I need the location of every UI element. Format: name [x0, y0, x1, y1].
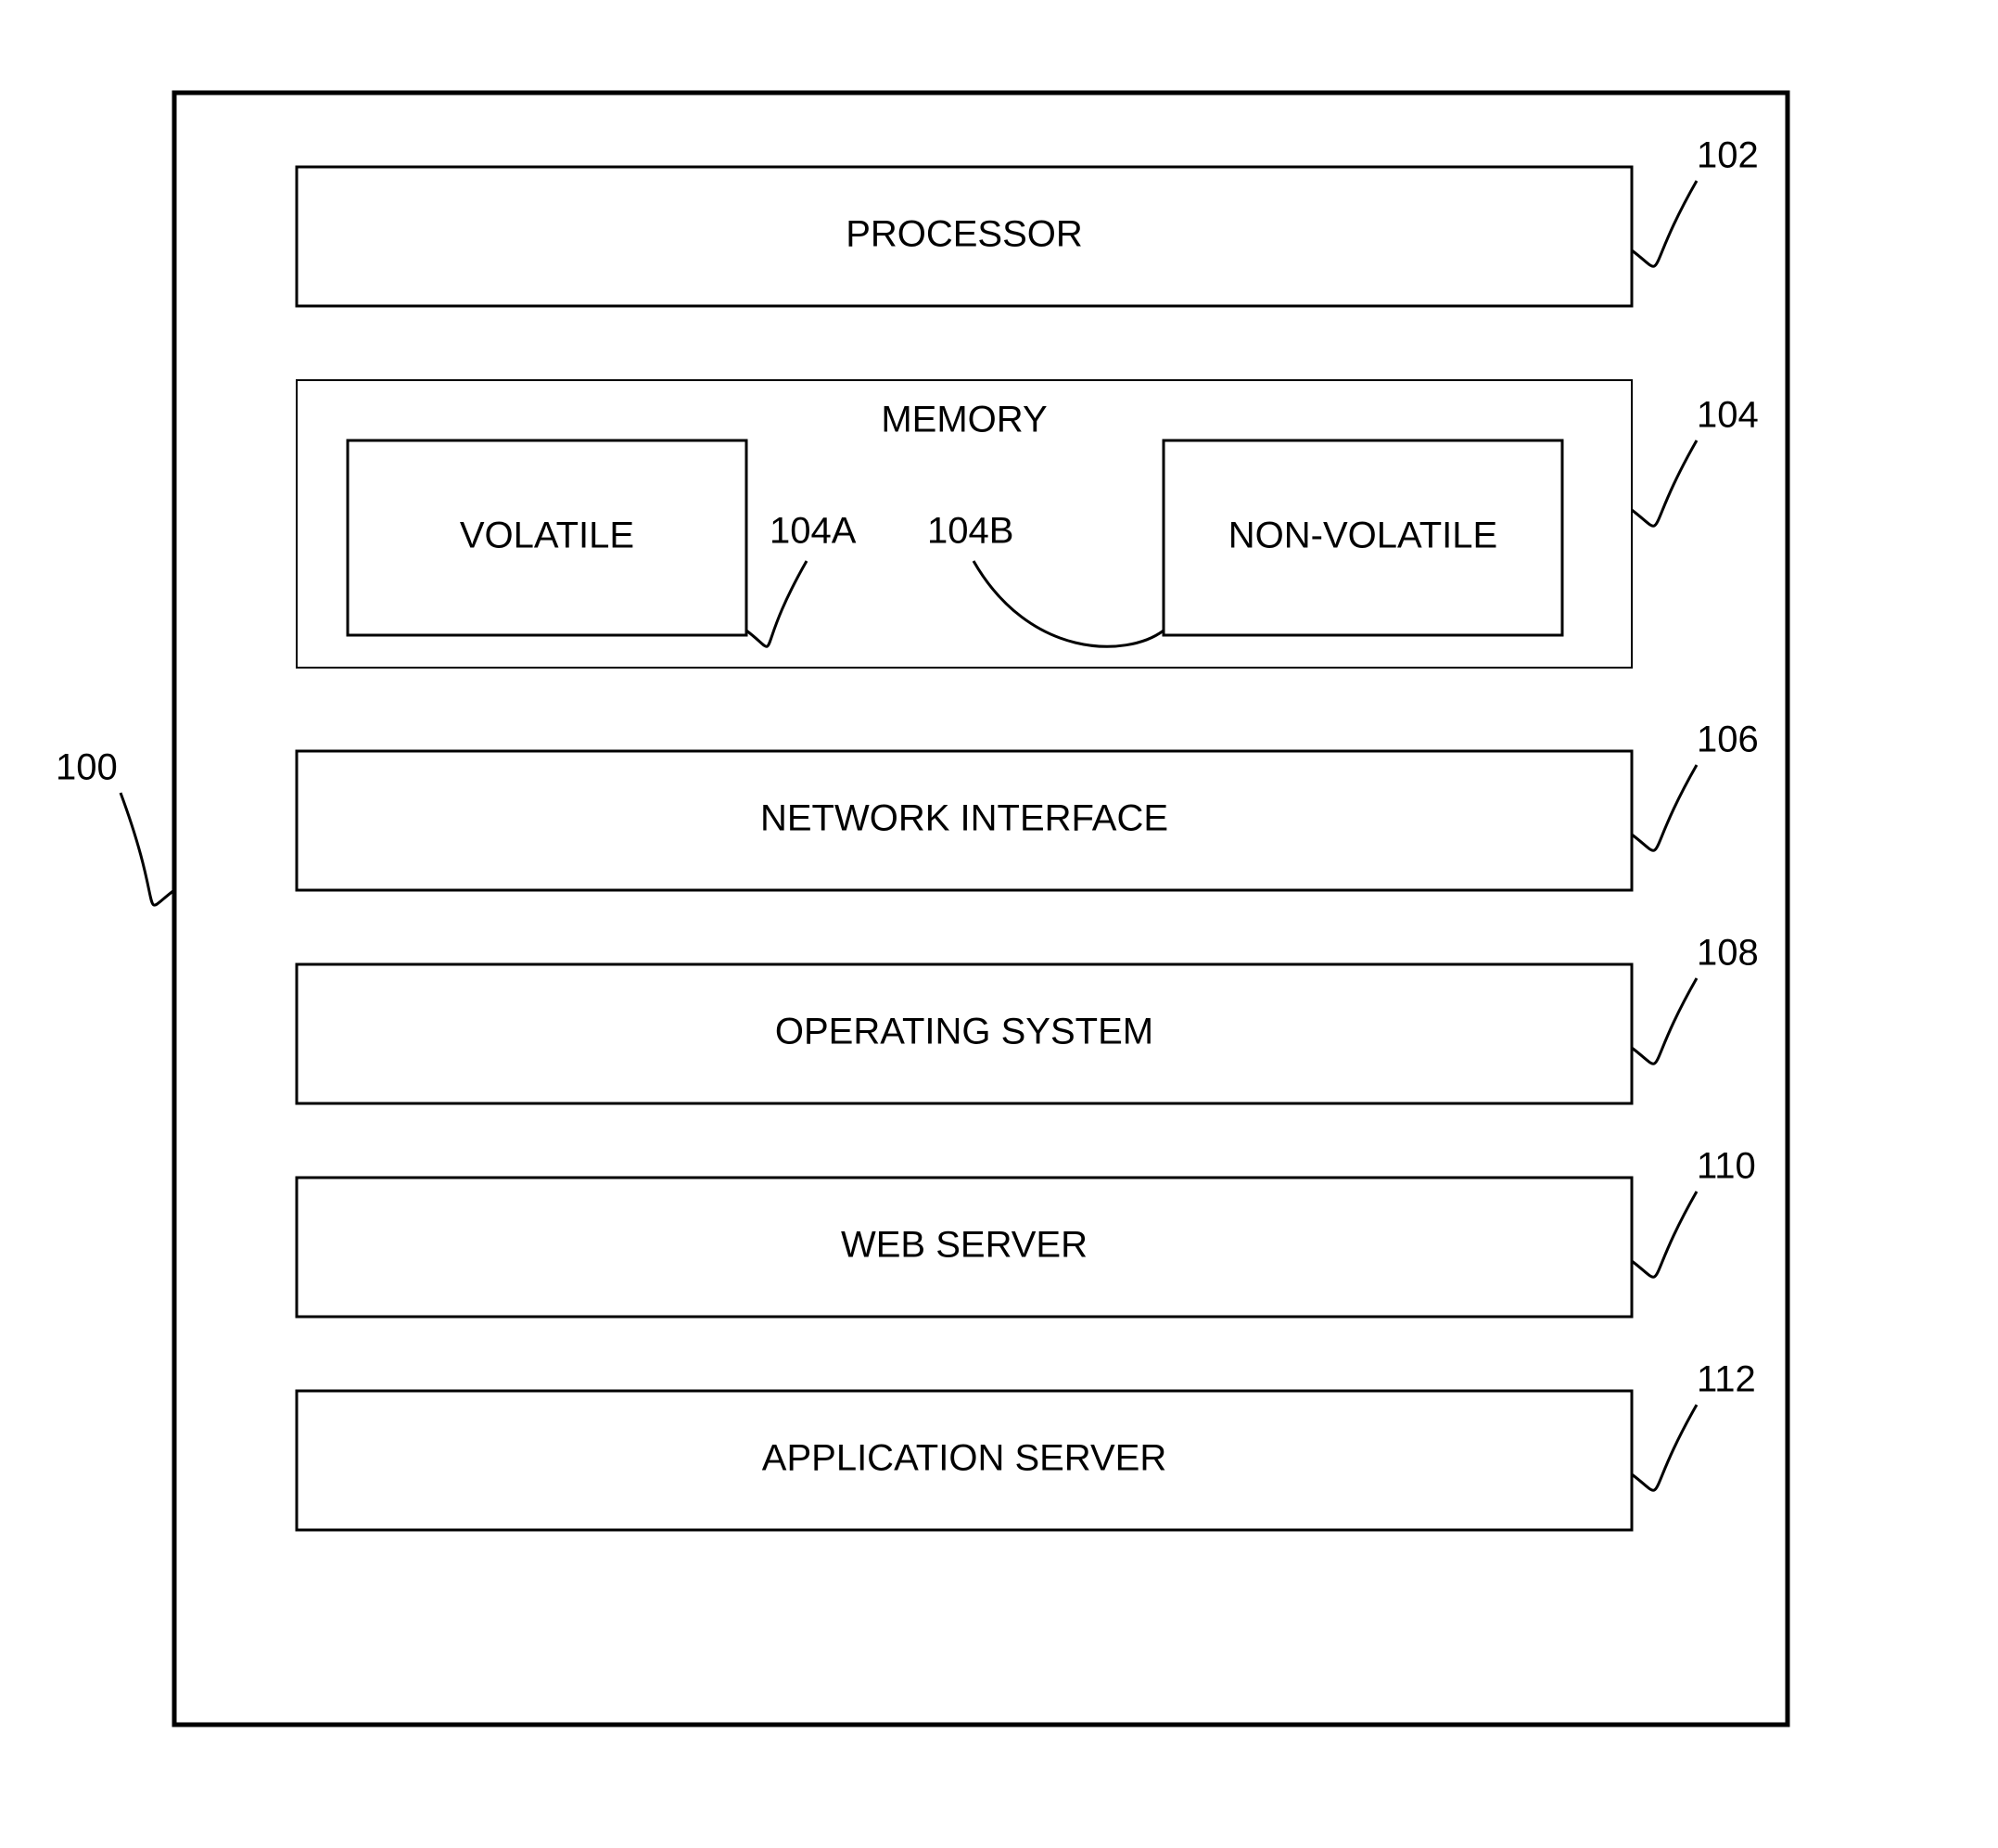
block-nonvolatile-ref: 104B — [927, 511, 1013, 552]
block-diagram: 100 PROCESSOR 102 MEMORY 104 VOLATILE 104A NON-… — [0, 0, 1998, 1848]
block-nonvolatile-label: NON-VOLATILE — [1228, 516, 1497, 556]
block-memory: MEMORY 104 VOLATILE 104A NON-VOLATILE 104B — [297, 380, 1759, 668]
block-volatile-ref: 104A — [770, 511, 857, 552]
block-memory-label: MEMORY — [881, 400, 1047, 440]
block-app-ref: 112 — [1697, 1359, 1756, 1400]
block-web-label: WEB SERVER — [841, 1225, 1088, 1266]
block-processor-ref: 102 — [1697, 135, 1759, 176]
block-volatile-label: VOLATILE — [460, 516, 634, 556]
block-web-ref: 110 — [1697, 1146, 1756, 1187]
block-app-label: APPLICATION SERVER — [762, 1438, 1166, 1479]
block-memory-ref: 104 — [1697, 395, 1759, 436]
block-network-label: NETWORK INTERFACE — [760, 798, 1168, 839]
block-processor-label: PROCESSOR — [846, 214, 1083, 255]
block-os-ref: 108 — [1697, 933, 1759, 974]
block-network-ref: 106 — [1697, 720, 1759, 760]
block-os-label: OPERATING SYSTEM — [775, 1012, 1153, 1052]
outer-leader — [121, 793, 174, 905]
outer-ref: 100 — [56, 747, 118, 788]
